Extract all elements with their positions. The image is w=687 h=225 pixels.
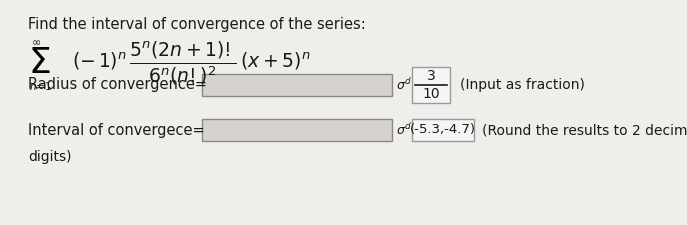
Text: $\Sigma$: $\Sigma$ bbox=[28, 46, 51, 80]
Text: $\sigma^d$: $\sigma^d$ bbox=[396, 122, 412, 138]
FancyBboxPatch shape bbox=[412, 67, 450, 103]
Text: (Round the results to 2 decimal: (Round the results to 2 decimal bbox=[482, 123, 687, 137]
Text: Find the interval of convergence of the series:: Find the interval of convergence of the … bbox=[28, 17, 365, 32]
Text: $(-\,1)^n\,\dfrac{5^n(2n+1)!}{6^n(n!)^2}\,(x+5)^n$: $(-\,1)^n\,\dfrac{5^n(2n+1)!}{6^n(n!)^2}… bbox=[72, 39, 311, 87]
FancyBboxPatch shape bbox=[202, 74, 392, 96]
FancyBboxPatch shape bbox=[412, 119, 474, 141]
Text: 3: 3 bbox=[427, 69, 436, 83]
Text: $n\!=\!1$: $n\!=\!1$ bbox=[29, 80, 53, 92]
Text: digits): digits) bbox=[28, 150, 71, 164]
Text: $\sigma^d$: $\sigma^d$ bbox=[396, 77, 412, 93]
Text: (-5.3,-4.7): (-5.3,-4.7) bbox=[410, 124, 476, 137]
Text: Interval of convergece=: Interval of convergece= bbox=[28, 122, 205, 137]
Text: 10: 10 bbox=[423, 87, 440, 101]
FancyBboxPatch shape bbox=[202, 119, 392, 141]
Text: Radius of convergence=: Radius of convergence= bbox=[28, 77, 207, 92]
Text: (Input as fraction): (Input as fraction) bbox=[460, 78, 585, 92]
Text: $\infty$: $\infty$ bbox=[31, 37, 41, 47]
